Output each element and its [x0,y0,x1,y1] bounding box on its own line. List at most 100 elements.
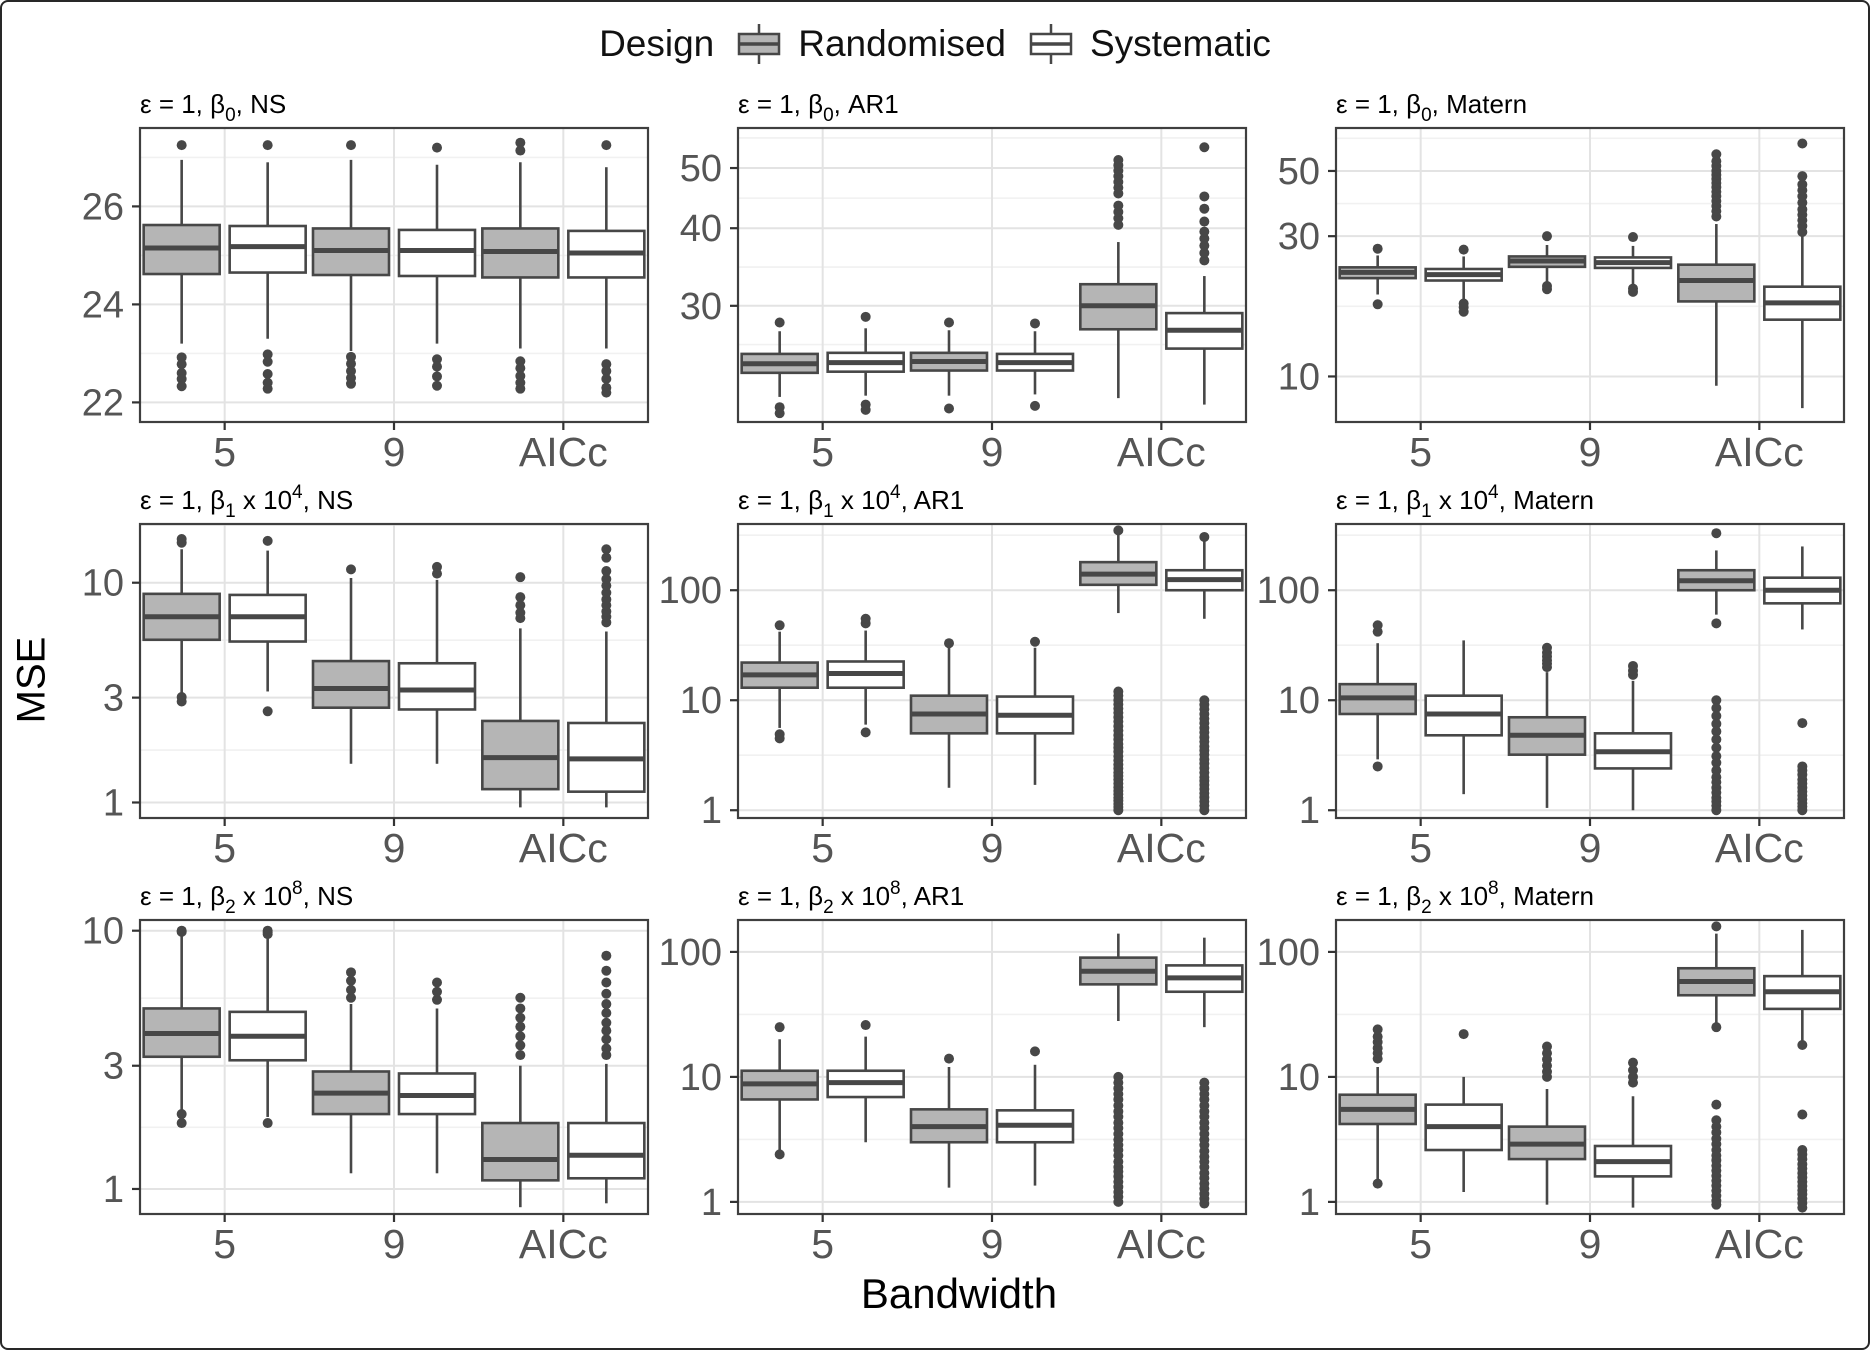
outlier-dot [1199,233,1210,244]
box-systematic-9 [397,142,477,391]
outlier-dot [1199,142,1210,153]
outlier-dot [515,607,526,618]
outlier-dot [1628,232,1638,243]
box-systematic-5 [1424,244,1503,317]
box-systematic-AICc [567,140,646,398]
box-randomised-5 [1338,620,1417,772]
plot-region: MSE 22 24 26 5 9 AICc ε = 1, β0, NS 30 40 50 5 9 AIC… [2,86,1868,1274]
outlier-dot [1458,298,1469,309]
y-tick-label: 1 [1299,790,1320,832]
outlier-dot [515,1003,526,1014]
outlier-dot [1628,1057,1638,1068]
outlier-dot [1711,757,1722,768]
legend-label-systematic: Systematic [1089,23,1271,64]
outlier-dot [1199,247,1210,258]
outlier-dot [346,984,356,995]
x-tick-label: 9 [383,1221,406,1267]
outlier-dot [1711,1099,1722,1110]
legend-label-randomised: Randomised [798,23,1006,64]
box-systematic-9 [1593,1057,1673,1208]
box-randomised-5 [740,1022,819,1160]
outlier-dot [601,1025,612,1036]
outlier-dot [262,368,273,379]
outlier-dot [860,727,871,738]
outlier-dot [774,733,785,744]
x-tick-label: AICc [1715,1221,1804,1267]
outlier-dot [1113,1196,1124,1207]
outlier-dot [1711,710,1722,721]
y-tick-label: 10 [1278,1057,1320,1099]
outlier-dot [432,371,442,382]
panel-title: ε = 1, β2 x 108, NS [140,878,353,918]
outlier-dot [860,1020,871,1031]
panels-grid: 22 24 26 5 9 AICc ε = 1, β0, NS 30 40 50 5 9 AICc ε =… [62,86,1856,1274]
outlier-dot [601,1043,612,1054]
x-tick-label: AICc [519,429,608,475]
outlier-dot [1711,1022,1722,1033]
outlier-dot [432,568,442,579]
box-systematic-5 [826,613,905,738]
outlier-dot [1030,318,1040,329]
outlier-dot [601,573,612,584]
outlier-dot [944,403,954,414]
x-tick-label: 9 [981,1221,1004,1267]
box-systematic-5 [228,925,307,1129]
box-randomised-AICc [481,992,560,1208]
outlier-dot [176,352,187,363]
y-tick-label: 10 [680,1057,722,1099]
box-systematic-9 [397,977,477,1174]
outlier-dot [860,404,871,415]
outlier-dot [1628,660,1638,671]
box-systematic-AICc [1165,142,1244,405]
x-tick-label: 9 [981,429,1004,475]
outlier-dot [1711,921,1722,932]
outlier-dot [1797,718,1808,729]
outlier-dot [515,370,526,381]
outlier-dot [1711,695,1722,706]
outlier-dot [1711,702,1722,713]
outlier-dot [774,317,785,328]
outlier-dot [1628,283,1638,294]
outlier-dot [601,999,612,1010]
x-tick-label: 9 [1579,1221,1602,1267]
panel-title: ε = 1, β1 x 104, NS [140,482,353,522]
outlier-dot [262,356,273,367]
outlier-dot [1711,726,1722,737]
outlier-dot [1372,1178,1383,1189]
outlier-dot [860,613,871,624]
outlier-dot [346,366,356,377]
outlier-dot [1542,281,1552,292]
outlier-dot [1458,1029,1469,1040]
outlier-dot [1113,805,1124,816]
y-axis-label: MSE [9,636,54,724]
legend-title: Design [599,23,715,64]
outlier-dot [432,354,442,365]
legend-item-systematic: Systematic [1026,21,1271,67]
outlier-dot [515,363,526,374]
outlier-dot [1372,1031,1383,1042]
outlier-dot [1199,203,1210,214]
y-tick-label: 10 [1278,680,1320,722]
panel-title: ε = 1, β0, Matern [1336,89,1527,126]
outlier-dot [432,361,442,372]
box-randomised-9 [909,317,989,414]
panel-matern-b1: 1 10 100 5 9 AICc ε = 1, β1 x 104, Matern [1258,482,1846,871]
x-tick-label: 5 [811,1221,834,1267]
box-systematic-9 [995,636,1075,785]
x-tick-label: AICc [1117,429,1206,475]
box-systematic-9 [397,561,477,764]
x-tick-label: 5 [1409,1221,1432,1267]
outlier-dot [1711,1199,1722,1210]
box-randomised-9 [311,967,391,1174]
outlier-dot [176,1118,187,1129]
box-randomised-5 [740,620,819,744]
outlier-dot [262,929,273,940]
outlier-dot [944,317,954,328]
outlier-dot [1711,149,1722,160]
box-randomised-AICc [1677,149,1756,386]
outlier-dot [346,975,356,986]
panel-title: ε = 1, β2 x 108, Matern [1336,878,1594,918]
y-tick-label: 100 [1258,570,1320,612]
x-tick-label: AICc [519,825,608,871]
box-systematic-AICc [1763,138,1842,409]
